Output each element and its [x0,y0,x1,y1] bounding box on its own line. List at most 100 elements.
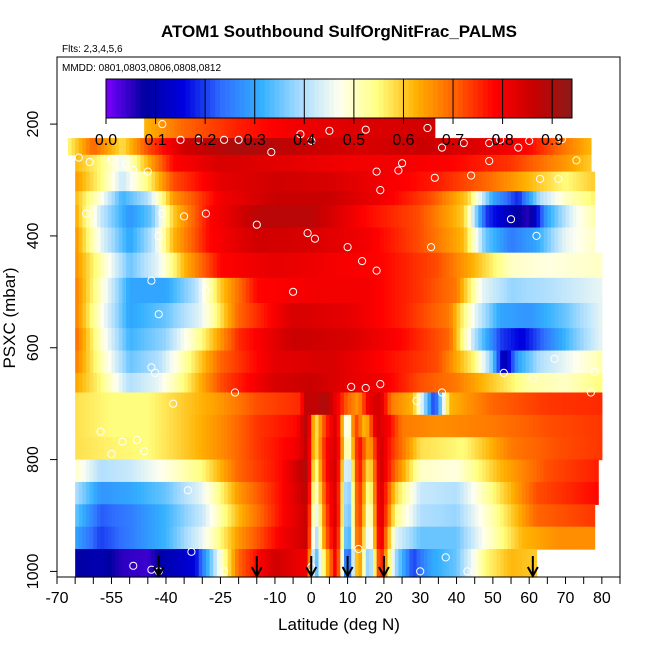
heat-cell-12--54 [115,372,120,394]
heat-cell-11--53 [118,350,123,374]
heat-cell-2-37 [445,154,450,173]
heat-cell-7-69 [561,252,567,279]
heat-cell-5-29 [416,205,421,229]
colorbar-swatch-21 [210,79,216,118]
heat-cell-19-71 [569,526,574,550]
heat-cell-15-21 [387,437,392,461]
heat-cell-9-14 [362,303,367,329]
heat-cell-7--36 [180,252,185,279]
heat-cell-12-71 [569,372,574,394]
heat-cell-20-25 [402,549,407,578]
heat-cell-18--23 [227,504,232,528]
heat-cell-19-48 [485,526,490,550]
heat-cell-14--38 [173,414,178,438]
heat-cell-10--9 [278,328,283,352]
heat-cell-3-24 [398,171,403,192]
heat-cell-18--25 [220,504,225,528]
heat-cell-7-11 [351,252,356,279]
heat-cell-10--39 [169,328,174,352]
sample-marker-70 [118,437,127,446]
heat-cell-14--62 [86,414,91,438]
heat-cell-1-28 [412,138,418,156]
x-tick-label-11: 60 [520,590,538,607]
heat-cell-0-0 [311,104,316,139]
heat-cell-16-9 [343,459,349,483]
heat-cell-13--38 [173,392,178,416]
heat-cell-10-13 [358,328,363,352]
heat-cell-7-19 [380,252,385,279]
heat-cell-17--64 [78,481,84,505]
heat-cell-14-79 [598,414,603,438]
heat-cell-18--45 [147,504,153,528]
heat-cell-0--13 [264,104,269,139]
heat-cell-5-62 [536,205,541,229]
colorbar-swatch-56 [383,79,390,118]
heat-cell-2--36 [180,154,185,173]
heat-cell-9-20 [383,303,389,329]
heat-cell-18-36 [442,504,447,528]
heat-cell-6--54 [115,227,120,254]
heat-cell-7--30 [202,252,207,279]
heat-cell-11-11 [351,350,356,374]
heat-cell-17--57 [104,481,109,505]
heat-cell-7-8 [340,252,345,279]
heat-cell-6--63 [82,227,87,254]
heat-cell-1--54 [115,138,120,156]
heat-cell-13-53 [503,392,508,416]
heat-cell-10--37 [176,328,182,352]
heat-cell-8--3 [300,277,305,304]
heat-cell-7-18 [376,252,381,279]
heat-cell-8--8 [282,277,287,304]
colorbar-swatch-80 [502,79,509,118]
heat-cell-8-51 [496,277,501,304]
heat-cell-2-32 [427,154,432,173]
heat-cell-6-2 [318,227,323,254]
heat-cell-4-31 [423,191,429,206]
heat-cell-4--64 [78,191,84,206]
heat-cell-7--2 [303,252,309,279]
heat-cell-6--38 [173,227,178,254]
heat-cell-4-30 [420,191,425,206]
heat-cell-15-41 [460,437,465,461]
heat-cell-9-47 [481,303,487,329]
heat-cell-9-11 [351,303,356,329]
heat-cell-5-54 [507,205,512,229]
heat-cell-10--8 [282,328,287,352]
heat-cell-14-40 [456,414,461,438]
heat-cell-10--5 [293,328,298,352]
heat-cell-4-19 [380,191,385,206]
heat-cell-3-37 [445,171,450,192]
heat-cell-6-73 [576,227,581,254]
heat-cell-14--34 [187,414,192,438]
colorbar-swatch-77 [487,79,494,118]
heat-cell-17--44 [151,481,156,505]
heat-cell-17-5 [329,481,334,505]
heat-cell-18-28 [412,504,418,528]
sample-marker-68 [132,435,141,445]
heat-cell-5--36 [180,205,185,229]
heat-cell-19--12 [267,526,272,550]
sample-marker-44 [427,243,436,252]
heat-cell-0-2 [318,104,323,139]
heat-cell-15--53 [118,437,123,461]
heat-cell-9--36 [180,303,185,329]
heat-cell-0-11 [351,104,356,139]
heat-cell-18-17 [373,504,378,528]
heat-cell-8-24 [398,277,403,304]
heat-cell-17-18 [376,481,381,505]
heat-cell-8--40 [165,277,171,304]
colorbar-swatch-38 [294,79,300,118]
heat-cell-5--48 [136,205,142,229]
heat-cell-13--46 [144,392,149,416]
x-tick-label-13: 80 [593,590,611,607]
heat-cell-6-8 [340,227,345,254]
heat-cell-14-6 [333,414,338,438]
heat-cell-16-33 [431,459,436,483]
heat-cell-10--16 [253,328,258,352]
heat-cell-6--22 [231,227,236,254]
heat-cell-14-13 [358,414,363,438]
heat-cell-19--1 [307,526,312,550]
heat-cell-8-5 [329,277,334,304]
heat-cell-1-32 [427,138,432,156]
heat-cell-11--64 [78,350,84,374]
